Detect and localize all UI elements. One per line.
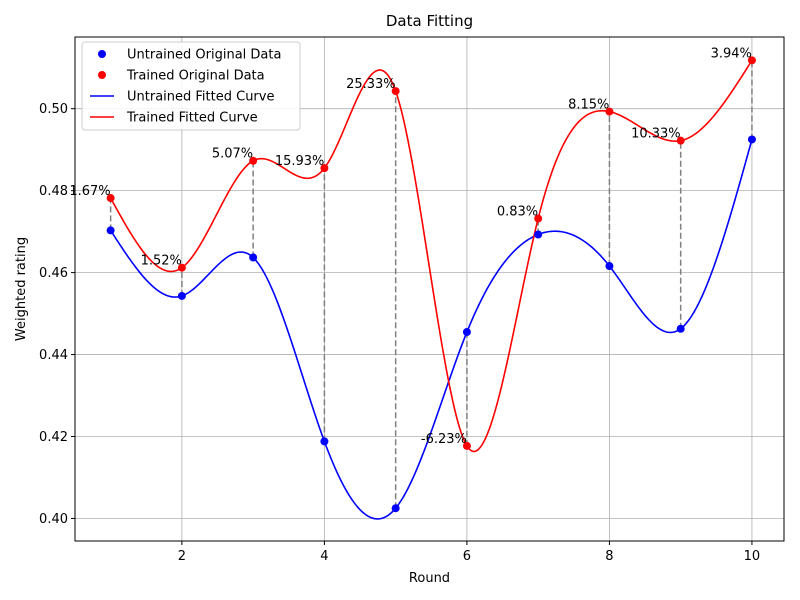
data-point: [534, 214, 543, 223]
data-point: [747, 56, 756, 65]
x-tick-label: 6: [463, 549, 471, 564]
percentage-annotation: 3.94%: [711, 46, 752, 61]
x-tick-label: 8: [605, 549, 613, 564]
percentage-annotation: -6.23%: [421, 432, 467, 447]
data-point: [676, 324, 685, 333]
data-point: [391, 87, 400, 96]
percentage-annotation: 1.52%: [141, 254, 182, 269]
data-point: [462, 441, 471, 450]
data-point: [320, 437, 329, 446]
data-point: [249, 253, 258, 262]
data-point: [320, 164, 329, 173]
y-tick-label: 0.40: [39, 512, 68, 527]
y-axis-label: Weighted rating: [14, 237, 29, 341]
axis-ticks: 2 4 6 8 10 0.40 0.42 0.44 0.46 0.48 0.50: [39, 102, 760, 564]
x-axis-label: Round: [409, 571, 450, 586]
data-point: [249, 156, 258, 165]
legend-marker: [98, 71, 106, 79]
legend-box: [81, 41, 301, 131]
data-point: [747, 135, 756, 144]
legend-marker: [98, 50, 106, 58]
percentage-annotation: 25.33%: [346, 77, 396, 92]
percentage-annotation: 15.93%: [275, 154, 325, 169]
data-point: [676, 136, 685, 145]
chart-title: Data Fitting: [386, 12, 473, 30]
legend-entry-label: Untrained Fitted Curve: [127, 90, 274, 105]
legend-entry-label: Trained Original Data: [126, 69, 265, 84]
data-point: [462, 328, 471, 337]
x-tick-label: 2: [178, 549, 186, 564]
data-point: [177, 263, 186, 272]
percentage-annotation: 0.83%: [497, 205, 538, 220]
legend: Untrained Original Data Trained Original …: [81, 41, 301, 131]
legend-entry-label: Untrained Original Data: [127, 48, 281, 63]
data-point: [106, 226, 115, 235]
y-tick-label: 0.42: [39, 430, 68, 445]
x-tick-label: 4: [320, 549, 328, 564]
percentage-annotation: 8.15%: [568, 98, 609, 113]
percentage-annotation: 5.07%: [212, 147, 253, 162]
plot-area: 1.67% 1.52% 5.07% 15.93% 25.33% -6.23% 0.83% 8.…: [69, 37, 784, 541]
data-point: [534, 230, 543, 239]
fitted-curve-line: [109, 139, 753, 520]
y-tick-label: 0.50: [39, 102, 68, 117]
data-point: [605, 107, 614, 116]
percentage-annotation: 10.33%: [631, 127, 681, 142]
fitted-curve-line: [109, 59, 753, 453]
data-point: [106, 194, 115, 203]
data-point: [391, 504, 400, 513]
y-tick-label: 0.48: [39, 184, 68, 199]
data-point: [605, 262, 614, 271]
data-point: [177, 291, 186, 300]
legend-entry-label: Trained Fitted Curve: [126, 111, 258, 126]
plot-frame: [74, 36, 785, 542]
y-tick-label: 0.46: [39, 266, 68, 281]
x-tick-label: 10: [744, 549, 761, 564]
y-tick-label: 0.44: [39, 348, 68, 363]
percentage-annotation: 1.67%: [69, 184, 110, 199]
